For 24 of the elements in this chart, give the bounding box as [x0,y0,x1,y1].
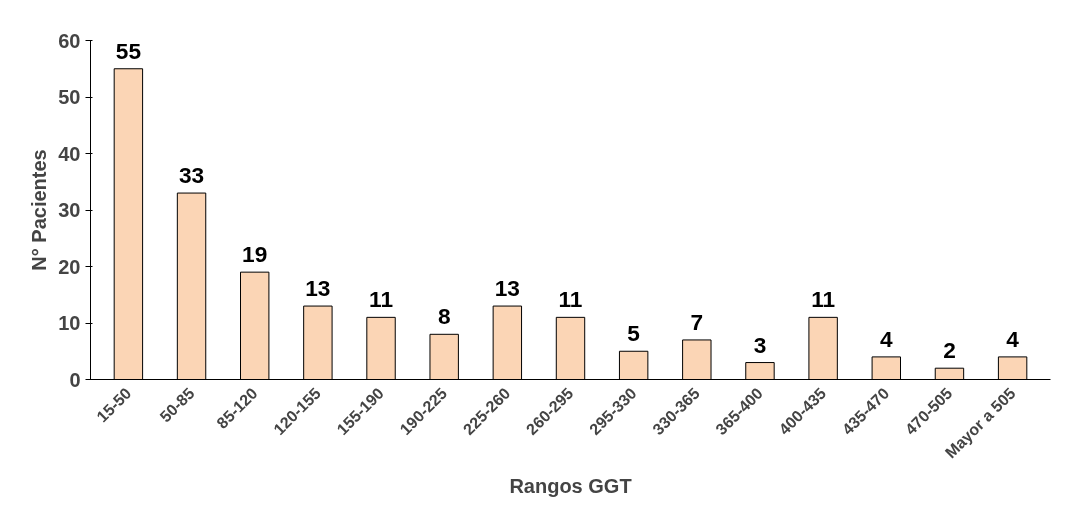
y-tick-label: 20 [58,255,81,278]
data-label: 11 [811,286,836,313]
y-tick-label: 40 [58,142,81,165]
data-label: 13 [305,275,331,302]
data-label: 33 [178,162,205,189]
data-label: 4 [1006,325,1020,352]
data-label: 3 [753,331,767,358]
data-label: 55 [115,37,141,64]
data-label: 5 [627,320,640,347]
data-label: 8 [437,303,451,330]
data-label: 2 [943,337,956,364]
data-label: 7 [690,308,704,335]
data-label: 13 [494,275,520,302]
y-axis-title: N° Pacientes [28,149,51,271]
data-label: 11 [558,286,583,313]
y-tick-label: 50 [58,86,81,108]
data-label: 4 [879,325,893,352]
y-tick-label: 30 [58,199,81,221]
y-tick-label: 0 [69,368,81,391]
data-label: 11 [369,286,393,313]
y-tick-label: 10 [58,312,81,334]
x-axis-title: Rangos GGT [509,475,632,498]
y-tick-label: 60 [58,29,81,52]
data-label: 19 [242,241,268,268]
